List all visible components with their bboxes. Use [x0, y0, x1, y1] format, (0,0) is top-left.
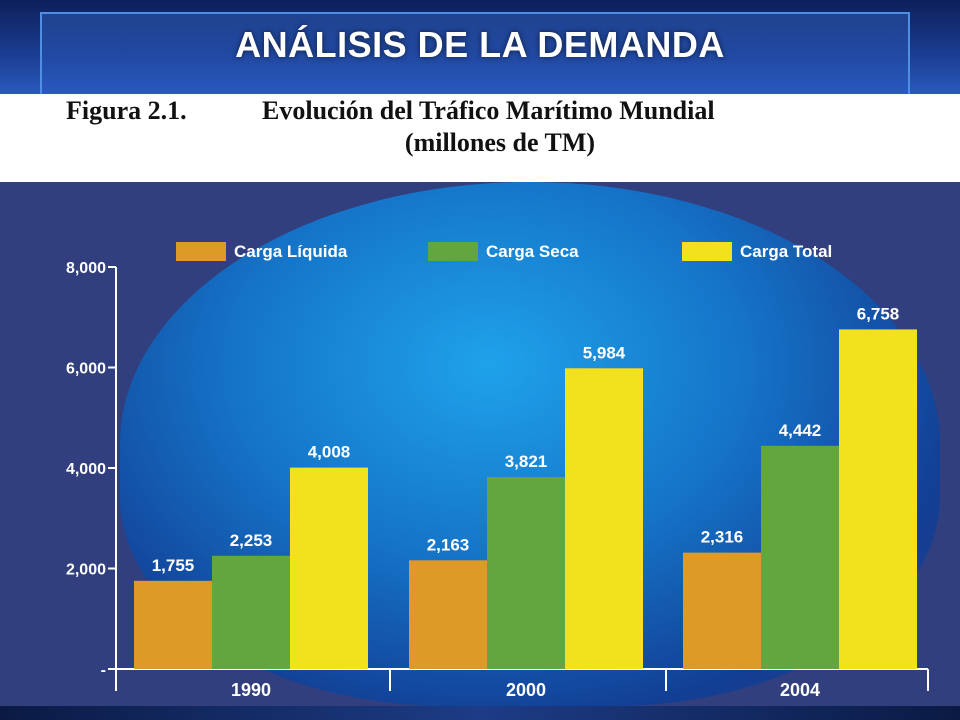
legend-label: Carga Total	[740, 242, 832, 261]
figure-title: Evolución del Tráfico Marítimo Mundial	[262, 96, 715, 125]
data-label: 4,008	[308, 443, 351, 462]
data-label: 2,316	[701, 528, 744, 547]
bar	[134, 580, 212, 669]
legend-swatch	[682, 242, 732, 261]
bar	[761, 445, 839, 669]
data-label: 6,758	[857, 304, 900, 323]
y-tick-label: 4,000	[66, 461, 106, 478]
data-label: 5,984	[583, 343, 626, 362]
y-tick-label: 6,000	[66, 361, 106, 378]
data-label: 4,442	[779, 421, 822, 440]
x-tick-label: 1990	[231, 680, 271, 700]
legend-swatch	[428, 242, 478, 261]
data-label: 3,821	[505, 452, 548, 471]
data-label: 2,253	[230, 531, 273, 550]
bar	[409, 560, 487, 669]
legend-label: Carga Líquida	[234, 242, 348, 261]
figure-label: Figura 2.1.	[66, 96, 187, 125]
y-tick-label: -	[101, 662, 106, 679]
data-label: 1,755	[152, 556, 195, 575]
figure-caption: Figura 2.1. Evolución del Tráfico Marítim…	[0, 94, 960, 182]
x-tick-label: 2004	[780, 680, 820, 700]
bar-chart: - 2,000 4,000 6,000 8,000 1,755 2,253 4,008 1990…	[66, 242, 929, 700]
legend-label: Carga Seca	[486, 242, 579, 261]
bar	[487, 476, 565, 669]
figure-subtitle: (millones de TM)	[0, 128, 960, 158]
y-tick-label: 8,000	[66, 260, 106, 277]
figure-caption-line: Figura 2.1. Evolución del Tráfico Marítim…	[66, 96, 715, 126]
legend-swatch	[176, 242, 226, 261]
bar	[683, 552, 761, 669]
bottom-strip	[0, 706, 960, 720]
bar	[290, 467, 368, 669]
header-frame	[40, 12, 910, 94]
slide-title: ANÁLISIS DE LA DEMANDA	[235, 24, 725, 65]
data-label: 2,163	[427, 535, 470, 554]
bar	[839, 329, 917, 669]
slide-header: ANÁLISIS DE LA DEMANDA	[0, 0, 960, 96]
figure-subtitle-text: (millones de TM)	[404, 128, 596, 157]
x-tick-label: 2000	[506, 680, 546, 700]
bar	[212, 555, 290, 669]
y-tick-label: 2,000	[66, 562, 106, 579]
bar	[565, 368, 643, 669]
